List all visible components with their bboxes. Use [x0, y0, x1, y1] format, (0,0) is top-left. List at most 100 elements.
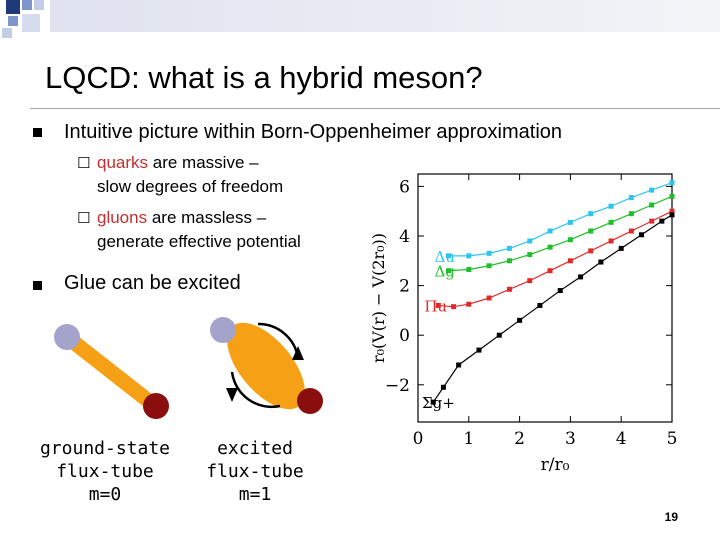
ground-state-caption: ground-state flux-tube m=0	[30, 437, 180, 506]
bullet-marker	[33, 128, 42, 137]
data-point	[486, 250, 492, 256]
data-point	[578, 274, 584, 280]
subbullet-gluons: gluons are massless – generate effective…	[97, 206, 301, 254]
data-point	[628, 195, 634, 201]
x-tick-label: 3	[565, 429, 576, 449]
series-line	[438, 210, 673, 308]
data-point	[567, 237, 573, 243]
plot-frame	[417, 173, 673, 423]
data-point	[557, 288, 563, 294]
page-number: 19	[664, 510, 678, 524]
ground-flux-tube	[59, 329, 163, 414]
data-point	[445, 268, 451, 274]
data-point	[476, 347, 482, 353]
data-point	[527, 252, 533, 258]
corner-square	[22, 14, 40, 32]
flux-tube-illustrations	[54, 317, 323, 419]
series-label: Πu	[424, 297, 447, 315]
x-tick-label: 4	[616, 429, 627, 449]
data-point	[517, 317, 523, 323]
checkbox-bullet-icon: ☐	[77, 210, 91, 227]
data-point	[649, 218, 655, 224]
subbullet-text: are massive –	[148, 153, 259, 172]
series-line	[448, 195, 673, 272]
data-point	[506, 258, 512, 264]
data-point	[628, 228, 634, 234]
data-point	[506, 245, 512, 251]
data-point	[659, 218, 665, 224]
rotation-arrow-head-icon	[226, 388, 238, 402]
caption-line: flux-tube	[56, 461, 154, 482]
ground-quark-light	[54, 324, 80, 350]
data-point	[496, 332, 502, 338]
data-point	[527, 278, 533, 284]
bullet-text: Intuitive picture within Born-Oppenheime…	[64, 121, 563, 143]
data-point	[669, 208, 675, 214]
checkbox-bullet-icon: ☐	[77, 155, 91, 172]
data-point	[669, 193, 675, 199]
ground-quark-dark	[143, 393, 169, 419]
series-line	[448, 182, 673, 257]
data-point	[649, 202, 655, 208]
data-point	[537, 302, 543, 308]
caption-line: excited	[217, 438, 293, 459]
x-tick-label: 5	[667, 429, 678, 449]
y-tick-label: 6	[399, 177, 410, 197]
data-point	[588, 248, 594, 254]
data-point	[588, 211, 594, 217]
data-point	[567, 258, 573, 264]
caption-line: m=0	[88, 484, 122, 505]
data-point	[608, 219, 614, 225]
highlight-quarks: quarks	[97, 153, 149, 172]
data-point	[618, 245, 624, 251]
data-point	[669, 180, 675, 186]
rotation-arrow-head-icon	[292, 346, 304, 360]
x-axis-label: r/r₀	[541, 455, 570, 475]
bullet-text: Glue can be excited	[64, 272, 241, 294]
rotation-arrow-icon	[230, 371, 281, 409]
data-point	[451, 304, 457, 310]
y-tick-label: 0	[399, 326, 410, 346]
data-point	[445, 253, 451, 259]
subbullet-text: are massless –	[147, 208, 267, 227]
data-point	[430, 399, 436, 405]
corner-square	[34, 0, 44, 10]
data-point	[547, 268, 553, 274]
slide-title: LQCD: what is a hybrid meson?	[45, 60, 483, 95]
x-tick-label: 0	[413, 429, 424, 449]
series-line	[432, 214, 673, 403]
data-point	[456, 362, 462, 368]
data-point	[598, 259, 604, 265]
subbullet-quarks: quarks are massive – slow degrees of fre…	[97, 151, 283, 199]
highlight-gluons: gluons	[97, 208, 148, 227]
data-point	[547, 244, 553, 250]
subbullet-text-line2: slow degrees of freedom	[97, 177, 284, 196]
data-point	[628, 211, 634, 217]
series-label: Σg+	[422, 394, 455, 412]
data-point	[547, 228, 553, 234]
data-point	[466, 266, 472, 272]
subbullet-text-line2: generate effective potential	[97, 232, 301, 251]
data-point	[466, 253, 472, 259]
data-point	[639, 232, 645, 238]
data-point	[435, 302, 441, 308]
data-point	[440, 384, 446, 390]
top-band	[50, 0, 720, 32]
data-point	[527, 238, 533, 244]
corner-square	[22, 0, 32, 10]
series-label: Δg	[434, 263, 455, 281]
y-tick-label: 2	[399, 277, 410, 297]
corner-square	[8, 16, 18, 26]
data-point	[486, 263, 492, 269]
x-tick-label: 1	[463, 429, 474, 449]
data-point	[669, 212, 675, 218]
excited-state-caption: excited flux-tube m=1	[190, 437, 320, 506]
data-point	[506, 286, 512, 292]
y-tick-label: −2	[385, 376, 410, 396]
data-point	[466, 301, 472, 307]
title-divider	[30, 108, 720, 109]
excited-quark-light	[210, 317, 236, 343]
y-axis-label: r₀(V(r) − V(2r₀))	[369, 233, 388, 363]
x-tick-label: 2	[514, 429, 525, 449]
